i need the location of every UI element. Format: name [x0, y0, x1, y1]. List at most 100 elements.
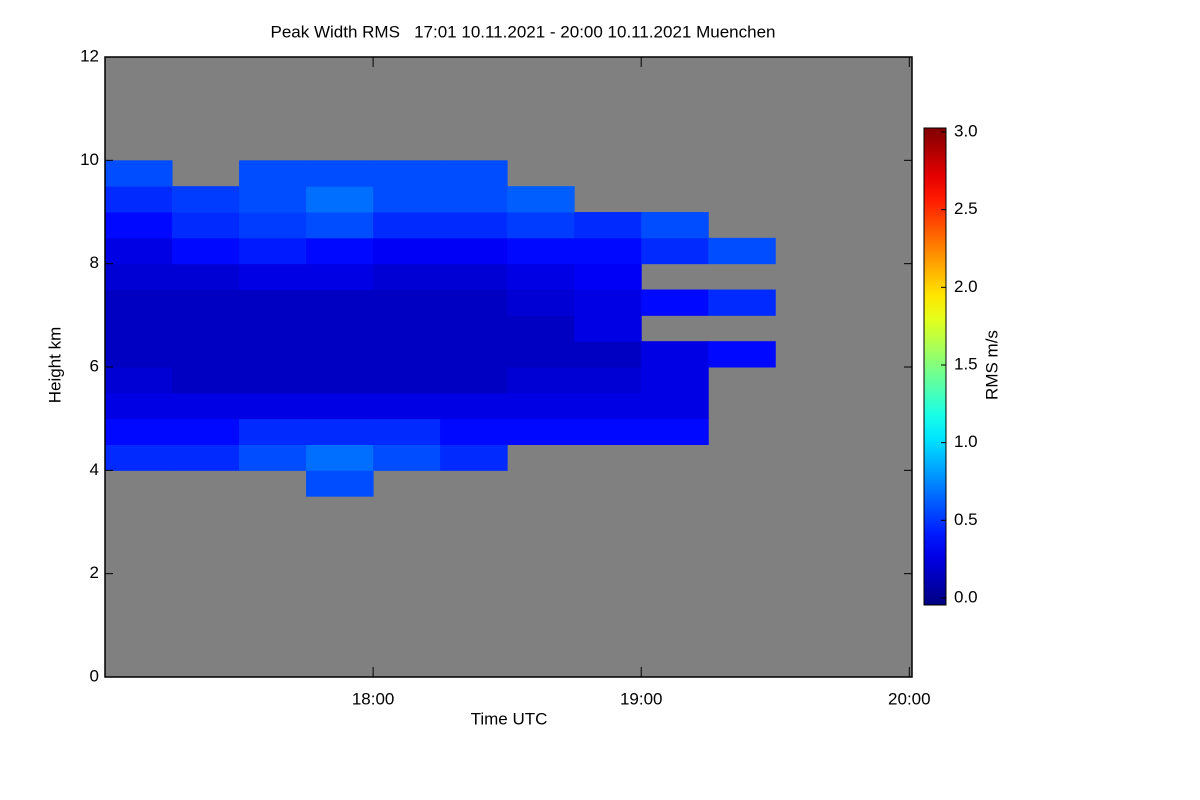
heatmap-cell [239, 392, 307, 420]
heatmap-cell [641, 289, 709, 316]
heatmap-cell [105, 444, 173, 471]
x-tick-label: 19:00 [620, 689, 663, 708]
heatmap-cell [172, 444, 240, 471]
heatmap-cell [172, 212, 240, 239]
y-tick-label: 10 [80, 150, 99, 169]
heatmap-cell [306, 444, 374, 471]
heatmap-cells [105, 160, 776, 497]
heatmap-cell [507, 186, 575, 213]
heatmap-cell [306, 237, 374, 265]
colorbar-tick-label: 3.0 [954, 121, 978, 140]
heatmap-cell [373, 367, 441, 394]
heatmap-cell [641, 392, 709, 420]
heatmap-cell [105, 289, 173, 316]
heatmap-cell [306, 212, 374, 239]
heatmap-cell [574, 212, 642, 239]
heatmap-cell [373, 315, 441, 342]
heatmap-cell [373, 186, 441, 213]
colorbar [923, 127, 947, 606]
heatmap-cell [172, 418, 240, 445]
heatmap-cell [172, 237, 240, 265]
heatmap-cell [105, 160, 173, 187]
heatmap-cell [708, 341, 776, 368]
colorbar-tick-label: 2.5 [954, 199, 978, 218]
heatmap-cell [507, 263, 575, 290]
heatmap-cell [574, 289, 642, 316]
y-tick-label: 4 [90, 460, 99, 479]
heatmap-cell [105, 186, 173, 213]
heatmap-cell [239, 315, 307, 342]
heatmap-cell [574, 341, 642, 368]
heatmap-cell [239, 418, 307, 445]
heatmap-cell [306, 470, 374, 497]
colorbar-tick-label: 0.0 [954, 587, 978, 606]
heatmap-cell [574, 367, 642, 394]
heatmap-cell [373, 263, 441, 290]
heatmap-cell [440, 418, 508, 445]
heatmap-cell [306, 418, 374, 445]
heatmap-cell [373, 418, 441, 445]
heatmap-cell [239, 289, 307, 316]
heatmap-cell [105, 263, 173, 290]
heatmap-cell [440, 444, 508, 471]
heatmap-cell [507, 392, 575, 420]
chart-title: Peak Width RMS 17:01 10.11.2021 - 20:00 … [271, 22, 776, 41]
heatmap-cell [507, 212, 575, 239]
heatmap-cell [172, 289, 240, 316]
heatmap-cell [306, 392, 374, 420]
heatmap-cell [708, 237, 776, 265]
heatmap-cell [306, 341, 374, 368]
heatmap-cell [373, 444, 441, 471]
heatmap-cell [239, 212, 307, 239]
heatmap-cell [373, 289, 441, 316]
heatmap-cell [641, 341, 709, 368]
heatmap-cell [373, 212, 441, 239]
y-tick-label: 6 [90, 356, 99, 375]
heatmap-cell [172, 315, 240, 342]
heatmap-cell [373, 341, 441, 368]
heatmap-cell [172, 367, 240, 394]
heatmap-cell [440, 315, 508, 342]
heatmap-cell [239, 160, 307, 187]
heatmap-cell [440, 186, 508, 213]
heatmap-cell [574, 418, 642, 445]
heatmap-cell [440, 289, 508, 316]
heatmap-cell [172, 263, 240, 290]
heatmap-cell [105, 315, 173, 342]
heatmap-cell [440, 392, 508, 420]
heatmap-cell [574, 315, 642, 342]
heatmap-cell [507, 237, 575, 265]
y-axis-label: Height km [45, 327, 64, 404]
heatmap-cell [306, 367, 374, 394]
y-tick-label: 0 [90, 666, 99, 685]
heatmap-cell [373, 392, 441, 420]
heatmap-cell [239, 367, 307, 394]
heatmap-cell [172, 186, 240, 213]
heatmap-cell [105, 392, 173, 420]
heatmap-cell [574, 263, 642, 290]
heatmap-cell [172, 392, 240, 420]
heatmap-cell [306, 263, 374, 290]
heatmap-cell [105, 418, 173, 445]
heatmap-cell [507, 315, 575, 342]
colorbar-label: RMS m/s [982, 330, 1001, 400]
heatmap-cell [507, 367, 575, 394]
heatmap-cell [172, 341, 240, 368]
heatmap-cell [574, 392, 642, 420]
heatmap-cell [239, 263, 307, 290]
heatmap-cell [641, 212, 709, 239]
heatmap-cell [708, 289, 776, 316]
heatmap-cell [306, 289, 374, 316]
x-tick-label: 20:00 [888, 689, 931, 708]
heatmap-cell [641, 418, 709, 445]
heatmap-cell [440, 212, 508, 239]
x-axis-label: Time UTC [471, 709, 548, 728]
heatmap-cell [105, 212, 173, 239]
heatmap-cell [440, 237, 508, 265]
heatmap-cell [574, 237, 642, 265]
colorbar-tick-label: 0.5 [954, 510, 978, 529]
heatmap-cell [641, 237, 709, 265]
x-tick-label: 18:00 [352, 689, 395, 708]
heatmap-cell [306, 315, 374, 342]
